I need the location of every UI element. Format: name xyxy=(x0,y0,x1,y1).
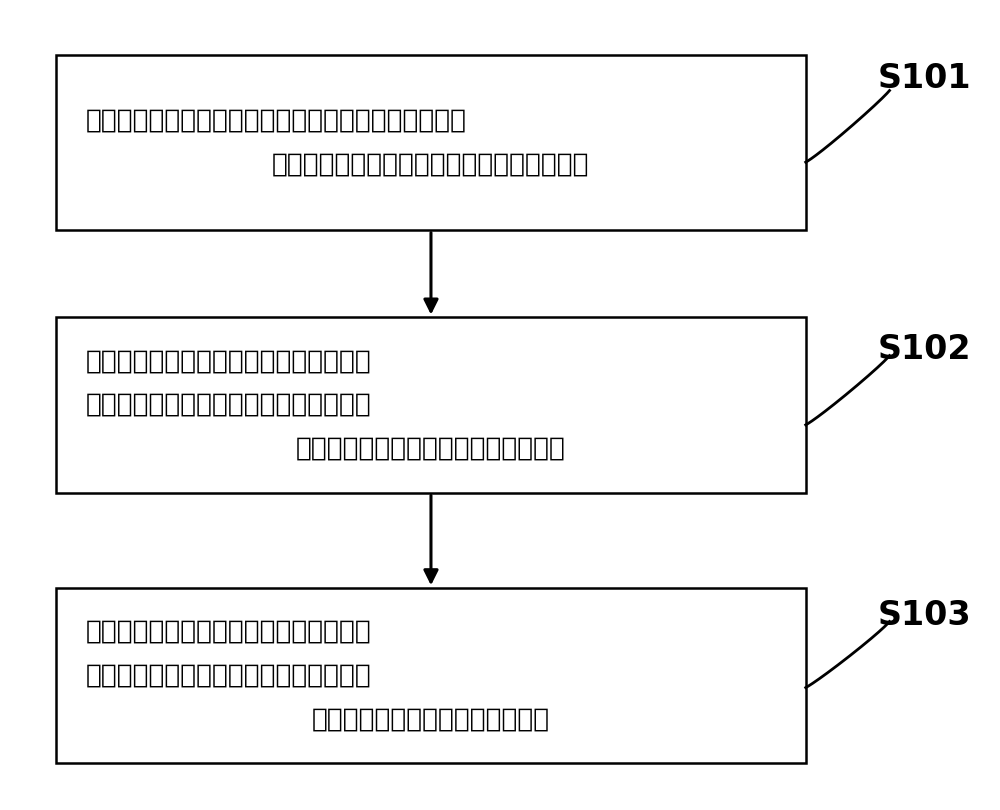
Text: 真器，并基于所有实时仿真器的平均资源: 真器，并基于所有实时仿真器的平均资源 xyxy=(86,663,372,688)
Bar xyxy=(56,55,806,230)
Text: 个子网络，并在预分解节点处加装接口: 个子网络，并在预分解节点处加装接口 xyxy=(296,436,566,462)
Text: S102: S102 xyxy=(877,333,971,366)
Bar xyxy=(56,588,806,763)
Text: S101: S101 xyxy=(877,62,971,95)
Text: 关器件数目确定预分解的网络数和预分解节点: 关器件数目确定预分解的网络数和预分解节点 xyxy=(272,151,590,177)
Text: 基于有源配电网实时仿真模型中实时仿真器的数目和开: 基于有源配电网实时仿真模型中实时仿真器的数目和开 xyxy=(86,108,467,134)
Text: 基于预分解的网络数和预分解节点，对有: 基于预分解的网络数和预分解节点，对有 xyxy=(86,348,372,374)
Text: 通过接口将所述子网络分配给各个实时仿: 通过接口将所述子网络分配给各个实时仿 xyxy=(86,619,372,645)
Text: 利用率对子网络内的节点进行调整: 利用率对子网络内的节点进行调整 xyxy=(312,706,550,732)
Text: 源配电网实时仿真模型进行预分解得到多: 源配电网实时仿真模型进行预分解得到多 xyxy=(86,392,372,418)
Bar xyxy=(56,318,806,492)
Text: S103: S103 xyxy=(877,599,971,633)
